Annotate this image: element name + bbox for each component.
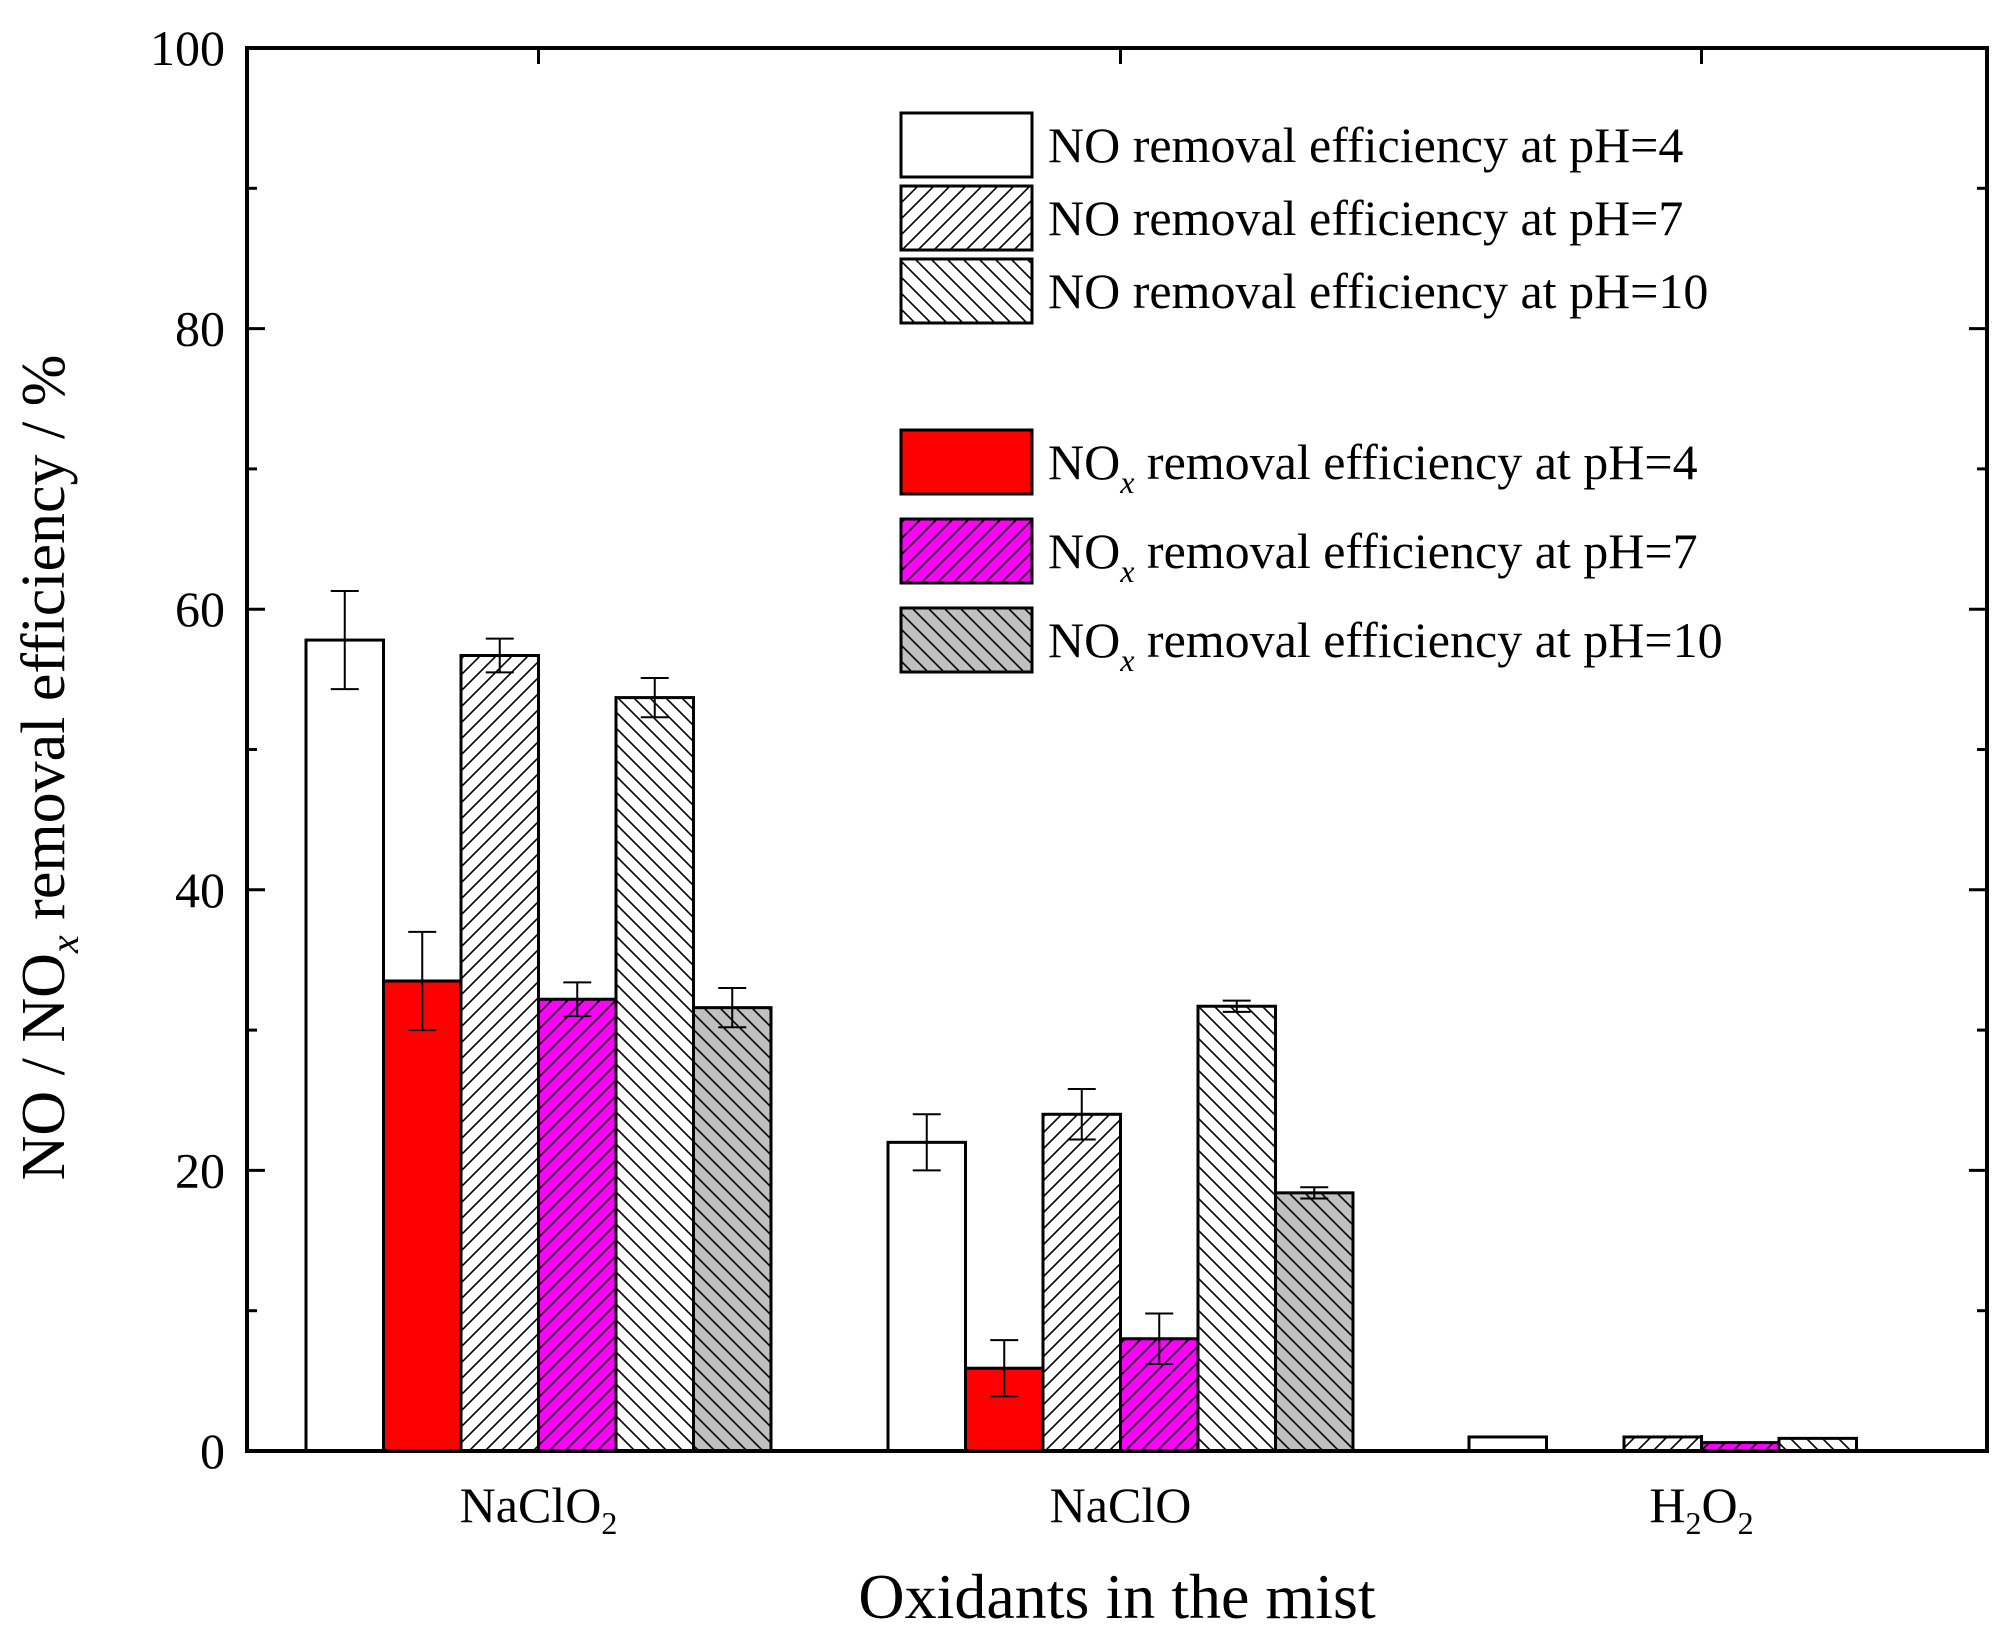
y-tick-label: 80 [175,301,225,357]
x-tick-label: NaClO [1050,1477,1192,1533]
bar-group [1041,1088,1122,1453]
legend-label: NOx removal efficiency at pH=4 [1048,434,1698,500]
bar-fill [306,640,384,1451]
bar-group [537,981,618,1453]
y-axis-title: NO / NOx removal efficiency / % [10,355,87,1181]
legend-swatch [899,428,1034,496]
bar-hatch [693,1007,771,1451]
bar-group [382,930,463,1453]
bar-hatch [616,697,694,1451]
x-tick-label: NaClO2 [460,1477,618,1541]
legend-swatch [899,257,1034,325]
legend-item: NO removal efficiency at pH=4 [899,111,1683,179]
legend-label: NO removal efficiency at pH=7 [1048,190,1683,246]
bars-layer [304,589,1858,1453]
legend-label: NOx removal efficiency at pH=10 [1048,612,1723,678]
legend-swatch [899,184,1034,252]
legend-swatch-hatch [901,519,1032,583]
legend-swatch [899,111,1034,179]
bar-hatch [1043,1114,1121,1451]
legend-item: NOx removal efficiency at pH=10 [899,606,1723,678]
legend-item: NO removal efficiency at pH=7 [899,184,1683,252]
bar-hatch [1779,1438,1857,1451]
bar-hatch [1701,1442,1779,1451]
bar-hatch [461,655,539,1451]
bar-group [692,987,773,1453]
y-tick-label: 100 [150,20,225,76]
bar-hatch [1198,1006,1276,1451]
legend-swatch [899,517,1034,585]
legend-item: NO removal efficiency at pH=10 [899,257,1708,325]
legend-swatch-fill [901,430,1032,494]
bar-fill [383,980,461,1451]
y-tick-label: 40 [175,862,225,918]
bar-group [1119,1312,1200,1453]
bar-group [886,1113,967,1453]
bar-hatch [1275,1192,1353,1451]
bar-group [1622,1435,1703,1453]
legend-swatch-hatch [901,259,1032,323]
ticks-layer: 0 20 40 60 80 100 NaClO2 NaClO H2O2 [150,20,1987,1541]
bar-group [459,637,540,1453]
bar-group [1196,999,1277,1453]
legend-swatch-hatch [901,608,1032,672]
y-tick-label: 0 [200,1423,225,1479]
x-axis-title: Oxidants in the mist [858,1561,1376,1632]
bar-group [964,1339,1045,1453]
legend-item: NOx removal efficiency at pH=7 [899,517,1698,589]
y-tick-label: 20 [175,1142,225,1198]
bar-hatch [538,999,616,1451]
bar-fill [1469,1436,1547,1451]
bar-group [304,589,385,1453]
bar-group [1467,1435,1548,1453]
legend-swatch [899,606,1034,674]
bar-hatch [1624,1436,1702,1451]
legend-swatch-hatch [901,186,1032,250]
legend-label: NO removal efficiency at pH=10 [1048,263,1708,319]
bar-fill [888,1142,966,1451]
legend-item: NOx removal efficiency at pH=4 [899,428,1698,500]
legend-swatch-fill [901,113,1032,177]
legend-label: NO removal efficiency at pH=4 [1048,117,1683,173]
x-tick-label: H2O2 [1649,1477,1753,1541]
bar-group [614,676,695,1453]
y-tick-label: 60 [175,581,225,637]
legend-label: NOx removal efficiency at pH=7 [1048,523,1698,589]
legend: NO removal efficiency at pH=4 NO removal … [899,111,1723,678]
bar-group [1274,1186,1355,1453]
